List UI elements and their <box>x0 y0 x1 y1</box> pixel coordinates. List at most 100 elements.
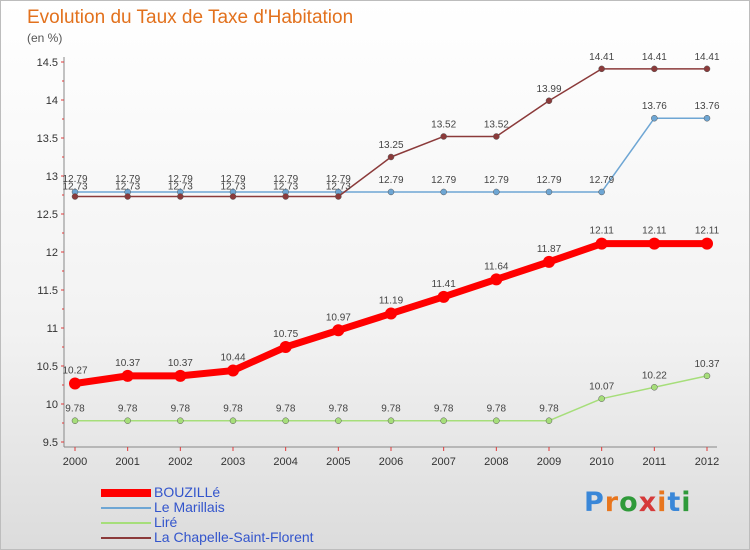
data-label: 13.52 <box>431 119 456 130</box>
data-point <box>598 65 605 73</box>
x-tick-label: 2008 <box>484 456 508 468</box>
axes: 9.5 10 10.5 11 11.5 12 12.5 13 13.5 14 14.5 2000 200… <box>37 57 719 468</box>
legend-swatch <box>101 537 151 539</box>
data-label: 13.76 <box>694 101 719 112</box>
logo-letter: i <box>657 487 668 518</box>
data-label: 9.78 <box>223 404 243 415</box>
data-point <box>440 417 447 424</box>
data-label: 14.41 <box>589 52 614 63</box>
x-tick-label: 2010 <box>589 456 613 468</box>
unit-label: (en %) <box>27 31 63 45</box>
data-label: 12.79 <box>168 174 193 185</box>
data-point <box>227 364 239 377</box>
data-label: 12.73 <box>62 182 87 193</box>
data-label: 12.79 <box>115 174 140 185</box>
data-label: 12.79 <box>62 174 87 185</box>
logo-letter: r <box>604 487 620 518</box>
data-label: 12.11 <box>590 226 615 237</box>
data-point <box>440 133 447 140</box>
data-label: 12.79 <box>273 174 298 185</box>
data-label: 11.87 <box>537 244 562 255</box>
data-point <box>651 384 658 391</box>
x-tick-label: 2011 <box>643 456 667 468</box>
x-tick-label: 2002 <box>168 456 192 468</box>
data-point <box>71 417 79 424</box>
data-point <box>651 65 658 73</box>
data-label: 11.41 <box>432 279 457 290</box>
data-labels: 10.27 10.37 10.37 10.44 10.75 10.97 11.19 11.41… <box>62 52 719 415</box>
x-tick-label: 2003 <box>221 456 245 468</box>
legend-swatch <box>101 522 151 524</box>
data-label: 12.79 <box>378 175 403 186</box>
data-label: 12.73 <box>220 182 245 193</box>
data-label: 13.99 <box>536 84 561 95</box>
data-label: 12.79 <box>431 175 456 186</box>
data-label: 12.73 <box>168 182 193 193</box>
data-label: 10.37 <box>694 359 719 370</box>
x-tick-label: 2006 <box>379 456 403 468</box>
logo-letter: P <box>584 487 605 518</box>
data-point <box>387 188 395 196</box>
y-tick-label: 11.5 <box>37 285 58 297</box>
data-point <box>332 324 345 337</box>
data-point <box>174 369 187 382</box>
data-label: 9.78 <box>118 404 138 415</box>
y-tick-label: 10.5 <box>37 361 58 373</box>
data-point <box>648 237 661 250</box>
data-point <box>121 369 134 382</box>
data-point <box>595 237 608 250</box>
x-tick-label: 2001 <box>115 456 139 468</box>
y-tick-label: 13.5 <box>37 133 58 145</box>
logo-letter: t <box>667 487 682 518</box>
data-point <box>545 188 553 196</box>
legend-label: BOUZILLé <box>154 484 221 500</box>
data-label: 10.97 <box>326 312 351 323</box>
data-point <box>279 341 292 353</box>
data-label: 9.78 <box>487 404 507 415</box>
data-label: 10.75 <box>273 329 298 340</box>
data-point <box>71 193 79 200</box>
y-tick-label: 12 <box>46 247 58 259</box>
data-label: 10.44 <box>220 353 245 364</box>
data-point <box>387 417 395 424</box>
x-tick-label: 2004 <box>273 456 297 468</box>
data-point <box>598 188 605 196</box>
logo-letter: x <box>638 487 658 518</box>
data-label: 9.78 <box>434 404 454 415</box>
data-label: 10.22 <box>642 370 667 381</box>
legend-label: Liré <box>154 514 178 530</box>
data-point <box>282 193 289 200</box>
data-label: 9.78 <box>171 404 191 415</box>
data-point <box>124 193 131 200</box>
legend-swatch <box>101 489 151 497</box>
data-point <box>440 188 447 196</box>
data-point <box>69 377 81 390</box>
data-point <box>229 193 237 200</box>
legend-label: Le Marillais <box>154 499 225 515</box>
data-label: 11.64 <box>484 261 509 272</box>
x-tick-label: 2005 <box>326 456 350 468</box>
data-point <box>701 237 713 250</box>
data-label: 12.79 <box>536 175 561 186</box>
data-point <box>703 114 711 122</box>
data-label: 10.27 <box>62 365 87 376</box>
data-label: 9.78 <box>276 404 296 415</box>
data-label: 12.11 <box>695 226 720 237</box>
x-tick-label: 2007 <box>431 456 455 468</box>
y-tick-label: 10 <box>46 399 58 411</box>
data-label: 13.52 <box>484 119 509 130</box>
data-label: 9.78 <box>381 404 401 415</box>
data-label: 12.73 <box>326 182 351 193</box>
data-point <box>229 417 237 424</box>
data-label: 14.41 <box>642 52 667 63</box>
data-point <box>177 417 184 424</box>
data-label: 9.78 <box>65 404 85 415</box>
logo-letter: i <box>681 487 692 518</box>
data-label: 10.37 <box>168 358 193 369</box>
data-point <box>545 97 553 105</box>
data-point <box>335 417 342 424</box>
data-point <box>387 153 395 161</box>
data-label: 9.78 <box>539 404 559 415</box>
